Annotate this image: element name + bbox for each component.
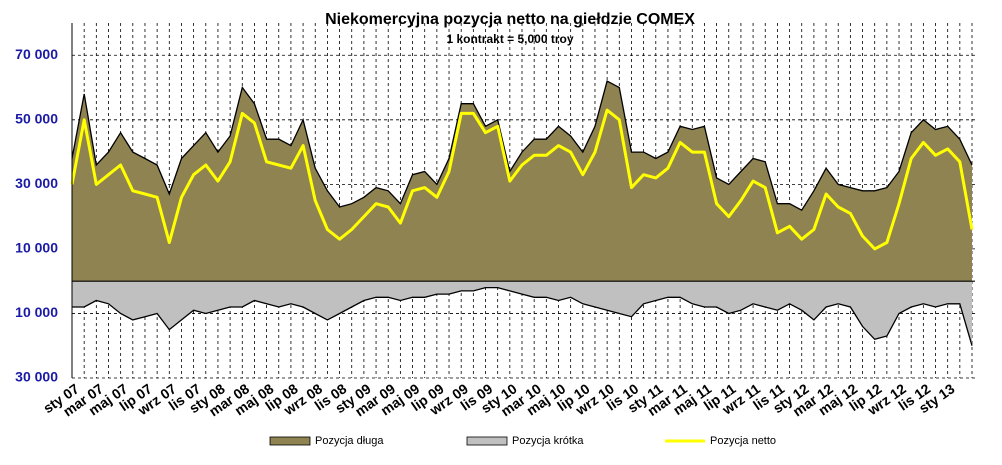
legend-label: Pozycja długa: [315, 435, 384, 447]
y-tick-label: 30 000: [15, 175, 58, 191]
area-outline: [71, 80, 973, 212]
y-tick-label: 50 000: [15, 111, 58, 127]
net-line: [70, 108, 974, 251]
legend-swatch: [269, 436, 311, 446]
area-outline: [72, 286, 973, 346]
y-tick-label: 70 000: [15, 46, 58, 62]
legend-label: Pozycja krótka: [512, 435, 584, 447]
y-tick-label: 10 000: [15, 304, 58, 320]
area-fill: [72, 81, 972, 282]
y-tick-label: 30 000: [15, 369, 58, 385]
chart-subtitle: 1 kontrakt = 5,000 troy: [446, 32, 573, 46]
legend-swatch: [466, 436, 508, 446]
legend-label: Pozycja netto: [710, 435, 776, 447]
y-tick-label: 10 000: [15, 240, 58, 256]
area-fill: [72, 281, 972, 346]
chart-title: Niekomercyjna pozycja netto na giełdzie …: [325, 11, 695, 28]
